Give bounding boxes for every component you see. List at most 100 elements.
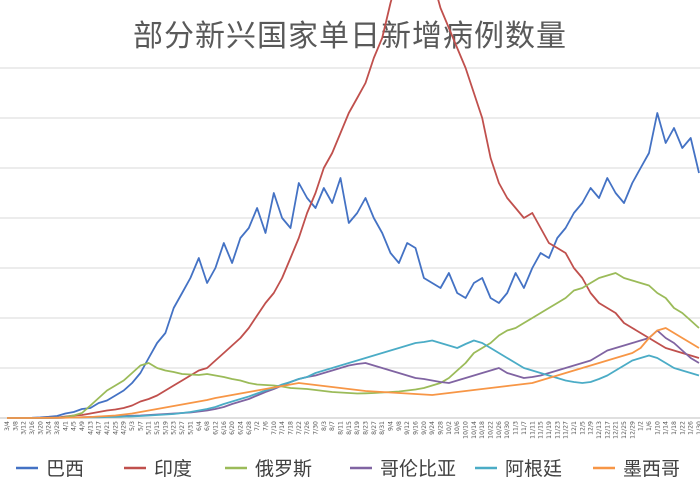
x-tick-label: 10/30: [504, 421, 511, 439]
x-tick-label: 9/24: [429, 421, 436, 435]
x-tick-label: 11/15: [538, 421, 545, 439]
x-tick-label: 4/1: [62, 421, 69, 431]
x-tick-label: 5/3: [129, 421, 136, 431]
x-tick-label: 3/28: [54, 421, 61, 435]
x-tick-label: 4/17: [96, 421, 103, 435]
x-axis: 3/4 3/8 3/12 3/16 3/20 3/24 3/28 4/1 4/5 4/9 4/13 4…: [4, 421, 700, 439]
series-line-4: [7, 339, 700, 419]
x-tick-label: 10/10: [463, 421, 470, 439]
x-tick-label: 7/18: [287, 421, 294, 435]
x-tick-label: 11/3: [513, 421, 520, 435]
x-tick-label: 4/21: [104, 421, 111, 435]
x-tick-label: 1/2: [638, 421, 645, 431]
x-tick-label: 7/6: [262, 421, 269, 431]
legend: 巴西 印度 俄罗斯 哥伦比亚 阿根廷 墨西哥: [16, 458, 680, 480]
x-tick-label: 7/2: [254, 421, 261, 431]
x-tick-label: 1/22: [679, 421, 686, 435]
x-tick-label: 3/12: [21, 421, 28, 435]
x-tick-label: 3/4: [4, 421, 11, 431]
x-tick-label: 6/24: [237, 421, 244, 435]
x-tick-label: 5/11: [146, 421, 153, 435]
x-tick-label: 10/26: [496, 421, 503, 439]
x-tick-label: 12/9: [588, 421, 595, 435]
x-tick-label: 4/29: [121, 421, 128, 435]
legend-label: 巴西: [46, 458, 84, 480]
x-tick-label: 8/15: [346, 421, 353, 435]
series-line-5: [7, 327, 700, 419]
x-tick-label: 1/30: [696, 421, 700, 435]
x-tick-label: 10/22: [488, 421, 495, 439]
series-line-0: [7, 112, 700, 419]
x-tick-label: 12/1: [571, 421, 578, 435]
x-tick-label: 8/31: [379, 421, 386, 435]
x-tick-label: 8/19: [354, 421, 361, 435]
x-tick-label: 12/29: [629, 421, 636, 439]
x-tick-label: 6/8: [204, 421, 211, 431]
x-tick-label: 4/13: [87, 421, 94, 435]
x-tick-label: 3/16: [29, 421, 36, 435]
x-tick-label: 11/27: [563, 421, 570, 439]
x-tick-label: 7/26: [304, 421, 311, 435]
x-tick-label: 1/14: [663, 421, 670, 435]
x-tick-label: 5/23: [171, 421, 178, 435]
x-tick-label: 5/27: [179, 421, 186, 435]
x-tick-label: 3/20: [37, 421, 44, 435]
x-tick-label: 6/12: [212, 421, 219, 435]
x-tick-label: 1/18: [671, 421, 678, 435]
x-tick-label: 8/27: [371, 421, 378, 435]
x-tick-label: 9/28: [438, 421, 445, 435]
x-tick-label: 11/19: [546, 421, 553, 439]
x-tick-label: 4/9: [79, 421, 86, 431]
gridlines: [0, 67, 700, 419]
series-line-2: [7, 272, 700, 419]
series-lines: [7, 0, 700, 419]
x-tick-label: 1/26: [688, 421, 695, 435]
x-tick-label: 12/25: [621, 421, 628, 439]
x-tick-label: 1/10: [654, 421, 661, 435]
legend-label: 阿根廷: [505, 458, 562, 480]
x-tick-label: 3/24: [46, 421, 53, 435]
x-tick-label: 12/13: [596, 421, 603, 439]
series-line-1: [7, 0, 700, 419]
legend-label: 俄罗斯: [255, 458, 312, 480]
x-tick-label: 5/31: [187, 421, 194, 435]
x-tick-label: 8/11: [337, 421, 344, 435]
x-tick-label: 10/6: [454, 421, 461, 435]
legend-label: 墨西哥: [623, 458, 680, 480]
x-tick-label: 8/7: [329, 421, 336, 431]
x-tick-label: 9/12: [404, 421, 411, 435]
x-tick-label: 12/17: [604, 421, 611, 439]
x-tick-label: 9/4: [388, 421, 395, 431]
x-tick-label: 9/8: [396, 421, 403, 431]
x-tick-label: 10/18: [479, 421, 486, 439]
x-tick-label: 10/14: [471, 421, 478, 439]
legend-label: 哥伦比亚: [380, 458, 456, 480]
x-tick-label: 5/7: [137, 421, 144, 431]
x-tick-label: 10/2: [446, 421, 453, 435]
legend-label: 印度: [154, 458, 192, 480]
x-tick-label: 7/14: [279, 421, 286, 435]
x-tick-label: 6/4: [196, 421, 203, 431]
x-tick-label: 9/16: [413, 421, 420, 435]
x-tick-label: 5/19: [162, 421, 169, 435]
x-tick-label: 12/5: [579, 421, 586, 435]
x-tick-label: 6/20: [229, 421, 236, 435]
x-tick-label: 5/15: [154, 421, 161, 435]
x-tick-label: 7/10: [271, 421, 278, 435]
x-tick-label: 8/23: [363, 421, 370, 435]
x-tick-label: 1/6: [646, 421, 653, 431]
x-tick-label: 7/22: [296, 421, 303, 435]
x-tick-label: 6/28: [246, 421, 253, 435]
x-tick-label: 9/20: [421, 421, 428, 435]
x-tick-label: 11/23: [554, 421, 561, 439]
x-tick-label: 4/5: [71, 421, 78, 431]
x-tick-label: 12/21: [613, 421, 620, 439]
chart-title: 部分新兴国家单日新增病例数量: [133, 19, 567, 54]
x-tick-label: 7/30: [312, 421, 319, 435]
x-tick-label: 4/25: [112, 421, 119, 435]
x-tick-label: 11/11: [529, 421, 536, 439]
x-tick-label: 3/8: [12, 421, 19, 431]
x-tick-label: 11/7: [521, 421, 528, 435]
